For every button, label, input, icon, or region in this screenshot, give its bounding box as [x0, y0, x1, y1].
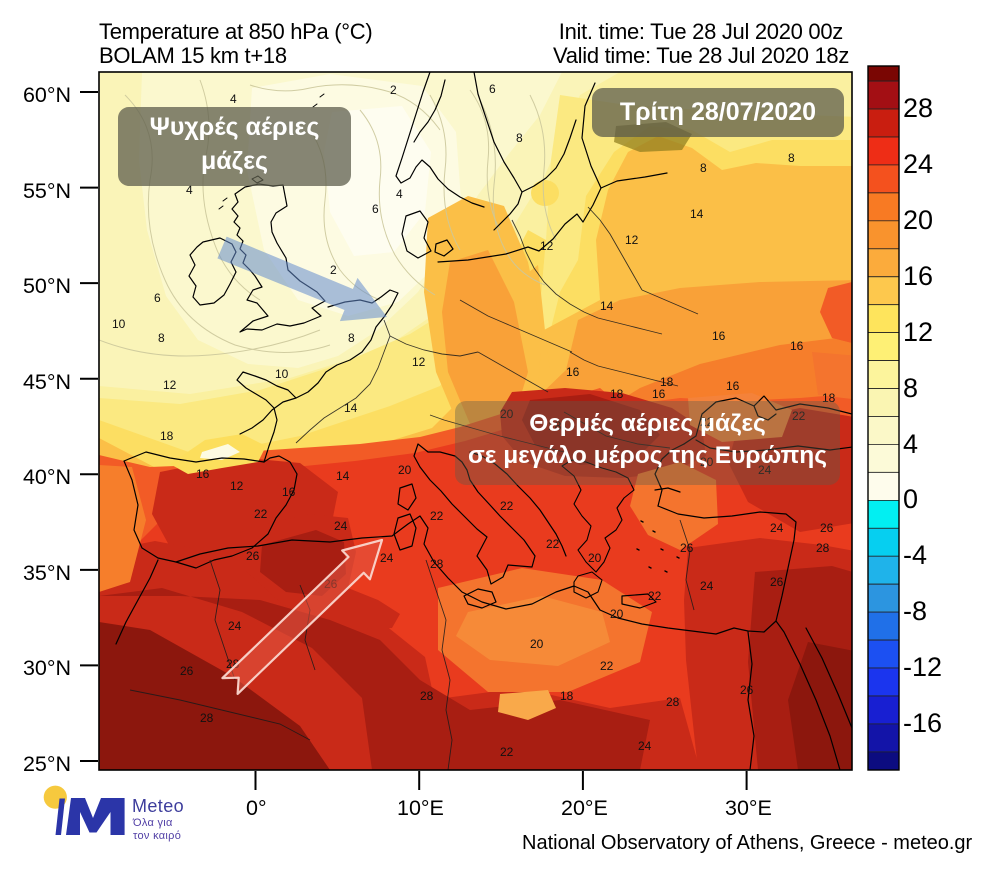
svg-text:14: 14: [600, 299, 614, 313]
svg-text:24: 24: [770, 521, 784, 535]
svg-text:20: 20: [700, 455, 714, 469]
svg-text:8: 8: [348, 331, 355, 345]
svg-text:10: 10: [275, 367, 289, 381]
svg-text:22: 22: [500, 745, 514, 759]
svg-text:4: 4: [230, 92, 237, 106]
svg-text:14: 14: [690, 207, 704, 221]
svg-text:16: 16: [712, 329, 726, 343]
svg-text:18: 18: [560, 689, 574, 703]
svg-text:24: 24: [334, 519, 348, 533]
svg-text:22: 22: [792, 409, 806, 423]
svg-text:24: 24: [380, 551, 394, 565]
svg-text:16: 16: [196, 467, 210, 481]
svg-text:18: 18: [822, 391, 836, 405]
svg-text:2: 2: [390, 83, 397, 97]
svg-text:22: 22: [648, 589, 662, 603]
svg-text:8: 8: [158, 331, 165, 345]
svg-text:28: 28: [430, 557, 444, 571]
svg-text:14: 14: [336, 469, 350, 483]
svg-text:4: 4: [396, 187, 403, 201]
svg-text:8: 8: [700, 161, 707, 175]
svg-text:16: 16: [726, 379, 740, 393]
svg-text:18: 18: [660, 375, 674, 389]
svg-text:16: 16: [790, 339, 804, 353]
svg-text:20: 20: [500, 407, 514, 421]
svg-text:8: 8: [788, 151, 795, 165]
svg-text:18: 18: [548, 419, 562, 433]
svg-text:22: 22: [430, 509, 444, 523]
svg-text:6: 6: [154, 291, 161, 305]
svg-text:10: 10: [112, 317, 126, 331]
svg-text:24: 24: [638, 739, 652, 753]
svg-text:6: 6: [372, 202, 379, 216]
svg-text:26: 26: [246, 549, 260, 563]
svg-text:8: 8: [516, 131, 523, 145]
svg-text:12: 12: [230, 479, 244, 493]
svg-text:24: 24: [228, 619, 242, 633]
svg-text:28: 28: [420, 689, 434, 703]
svg-text:18: 18: [160, 429, 174, 443]
svg-text:4: 4: [186, 183, 193, 197]
svg-text:28: 28: [200, 711, 214, 725]
svg-text:16: 16: [282, 485, 296, 499]
svg-text:12: 12: [163, 378, 177, 392]
svg-text:26: 26: [820, 521, 834, 535]
svg-text:22: 22: [500, 499, 514, 513]
svg-text:20: 20: [610, 607, 624, 621]
svg-text:26: 26: [180, 664, 194, 678]
svg-text:12: 12: [540, 239, 554, 253]
svg-text:26: 26: [680, 541, 694, 555]
svg-text:16: 16: [566, 365, 580, 379]
svg-text:14: 14: [344, 401, 358, 415]
svg-text:18: 18: [610, 387, 624, 401]
svg-text:28: 28: [666, 695, 680, 709]
svg-text:12: 12: [412, 355, 426, 369]
svg-text:26: 26: [740, 683, 754, 697]
svg-text:16: 16: [652, 387, 666, 401]
svg-text:20: 20: [588, 551, 602, 565]
svg-text:2: 2: [330, 263, 337, 277]
svg-text:24: 24: [758, 463, 772, 477]
svg-text:28: 28: [816, 541, 830, 555]
svg-text:22: 22: [546, 537, 560, 551]
svg-text:22: 22: [600, 659, 614, 673]
svg-text:12: 12: [625, 233, 639, 247]
svg-text:22: 22: [700, 415, 714, 429]
svg-text:6: 6: [489, 82, 496, 96]
svg-text:20: 20: [530, 637, 544, 651]
svg-text:26: 26: [770, 575, 784, 589]
svg-text:20: 20: [398, 463, 412, 477]
svg-text:22: 22: [254, 507, 268, 521]
svg-text:24: 24: [700, 579, 714, 593]
